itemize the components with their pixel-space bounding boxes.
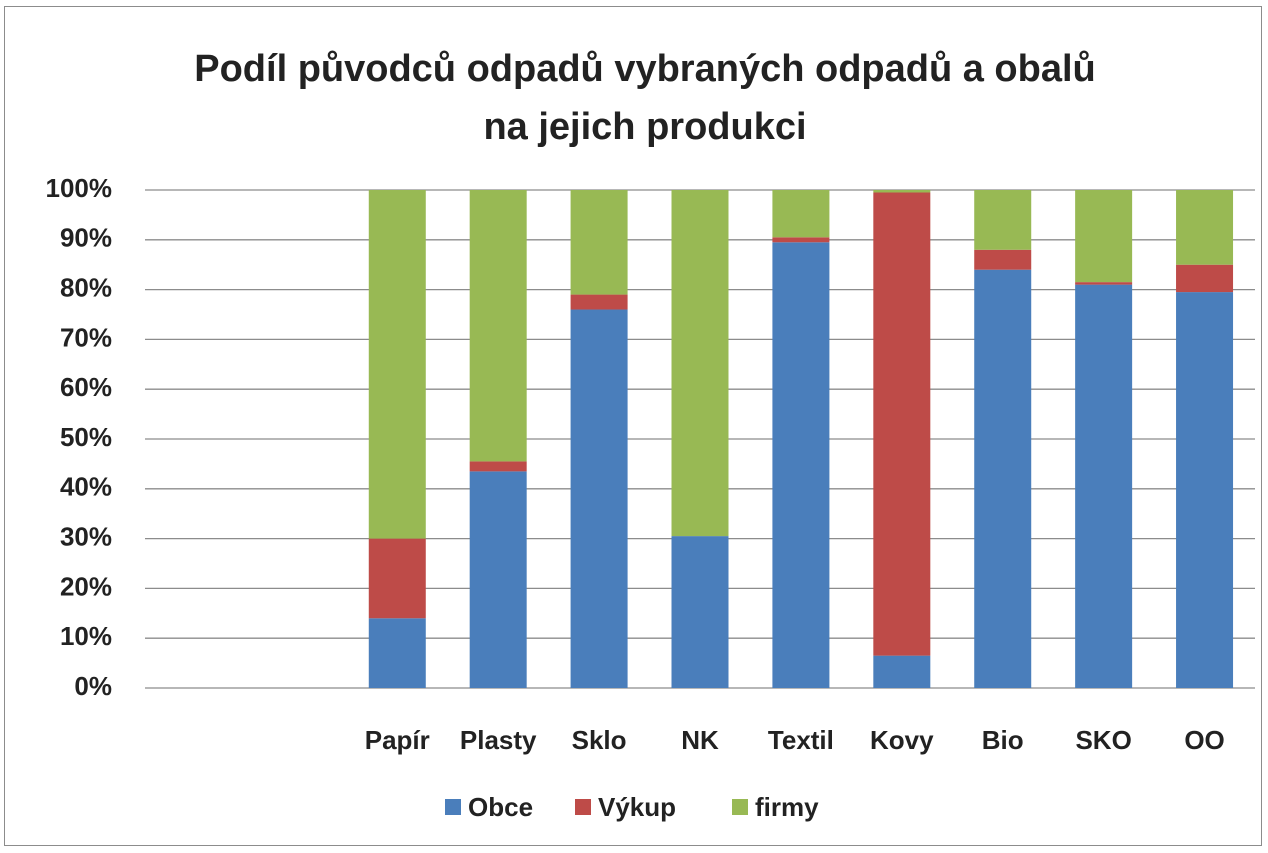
x-tick-label: SKO	[1075, 725, 1131, 755]
y-tick-label: 40%	[60, 472, 112, 502]
bar-segment	[974, 249, 1032, 270]
bar-segment	[1176, 292, 1234, 688]
chart-frame	[4, 6, 1262, 846]
x-tick-label: Kovy	[870, 725, 934, 755]
bar-segment	[1176, 264, 1234, 293]
bar-segment	[671, 536, 729, 688]
y-tick-label: 90%	[60, 223, 112, 253]
x-tick-label: Sklo	[572, 725, 627, 755]
bar-segment	[772, 237, 830, 243]
bar-segment	[469, 461, 527, 472]
legend-swatch	[732, 799, 748, 815]
bar-segment	[469, 190, 527, 462]
bar-segment	[368, 538, 426, 619]
bar-segment	[671, 190, 729, 537]
bar-segment	[873, 190, 931, 193]
bar-segment	[570, 309, 628, 688]
bar-segment	[368, 190, 426, 539]
bar-segment	[570, 190, 628, 295]
bar-segment	[570, 294, 628, 310]
y-tick-label: 50%	[60, 422, 112, 452]
bar-segment	[368, 618, 426, 688]
bar-segment	[1176, 190, 1234, 265]
x-tick-label: Plasty	[460, 725, 537, 755]
y-tick-label: 30%	[60, 521, 112, 551]
legend-swatch	[575, 799, 591, 815]
y-tick-label: 0%	[74, 671, 112, 701]
bar-segment	[772, 242, 830, 689]
bar-segment	[873, 655, 931, 688]
x-tick-label: OO	[1184, 725, 1224, 755]
x-tick-label: Papír	[365, 725, 430, 755]
bar-segment	[1075, 282, 1133, 285]
y-tick-label: 100%	[46, 173, 113, 203]
x-tick-label: NK	[681, 725, 719, 755]
x-tick-label: Textil	[768, 725, 834, 755]
bar-segment	[772, 190, 830, 238]
y-tick-label: 70%	[60, 322, 112, 352]
bar-segment	[873, 192, 931, 656]
bar-segment	[469, 471, 527, 688]
y-tick-label: 20%	[60, 571, 112, 601]
bar-segment	[974, 190, 1032, 250]
chart-title: Podíl původců odpadů vybraných odpadů a …	[194, 48, 1096, 148]
bar-segment	[1075, 284, 1133, 688]
legend-label: Obce	[468, 792, 533, 822]
legend-label: Výkup	[598, 792, 676, 822]
x-tick-label: Bio	[982, 725, 1024, 755]
legend-swatch	[445, 799, 461, 815]
y-tick-label: 80%	[60, 272, 112, 302]
legend-label: firmy	[755, 792, 819, 822]
bar-segment	[1075, 190, 1133, 283]
y-tick-label: 60%	[60, 372, 112, 402]
y-tick-label: 10%	[60, 621, 112, 651]
bar-segment	[974, 269, 1032, 688]
